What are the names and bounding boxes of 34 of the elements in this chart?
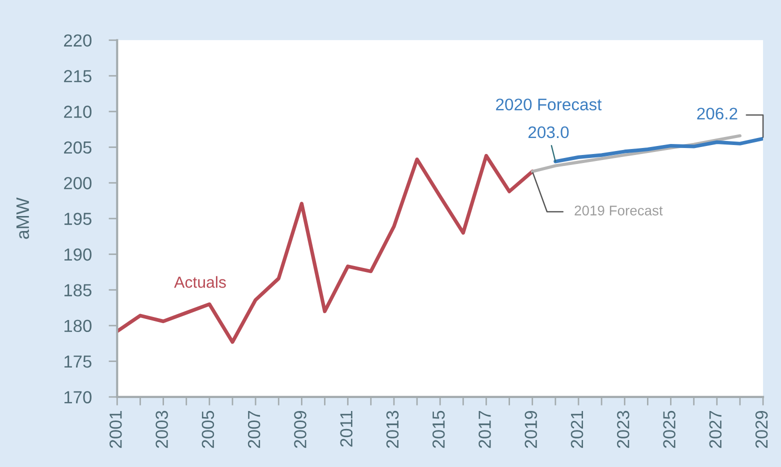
x-tick-label: 2025 <box>663 410 676 448</box>
x-tick-label: 2021 <box>570 410 584 448</box>
y-tick-label: 170 <box>64 391 92 404</box>
y-tick-label: 205 <box>64 141 92 154</box>
x-tick-label: 2015 <box>432 410 445 448</box>
x-tick-label: 2023 <box>617 410 630 448</box>
y-tick-label: 180 <box>64 320 92 332</box>
y-tick-label: 190 <box>64 248 92 261</box>
x-tick-label: 2003 <box>156 410 168 448</box>
x-tick-label: 2013 <box>386 410 399 448</box>
y-tick-label: 215 <box>64 70 92 82</box>
x-tick-label: 2029 <box>755 410 768 448</box>
x-tick-label: 2001 <box>110 410 122 448</box>
data-label: 203.0 <box>528 126 569 138</box>
y-tick-label: 195 <box>64 212 92 226</box>
text: 2019 Forecast <box>574 206 663 216</box>
x-tick-label: 2009 <box>294 410 306 448</box>
x-tick-label: 2005 <box>202 410 214 448</box>
x-tick-label: 2011 <box>340 410 352 447</box>
y-axis-title: aMW <box>16 198 30 239</box>
y-tick-label: 200 <box>64 177 92 190</box>
data-label: 206.2 <box>697 108 738 120</box>
line-series <box>117 154 534 344</box>
x-tick-label: 2019 <box>524 410 538 448</box>
y-tick-label: 185 <box>64 284 92 296</box>
x-tick-label: 2017 <box>478 411 491 448</box>
text: 2020 Forecast <box>496 98 602 110</box>
y-tick-label: 175 <box>64 356 92 368</box>
line-series <box>554 136 764 164</box>
x-tick-label: 2007 <box>248 411 260 448</box>
y-tick-label: 210 <box>64 106 92 118</box>
y-tick-label: 220 <box>64 34 92 47</box>
series-label: Actuals <box>174 276 226 288</box>
x-tick-label: 2027 <box>709 411 722 448</box>
